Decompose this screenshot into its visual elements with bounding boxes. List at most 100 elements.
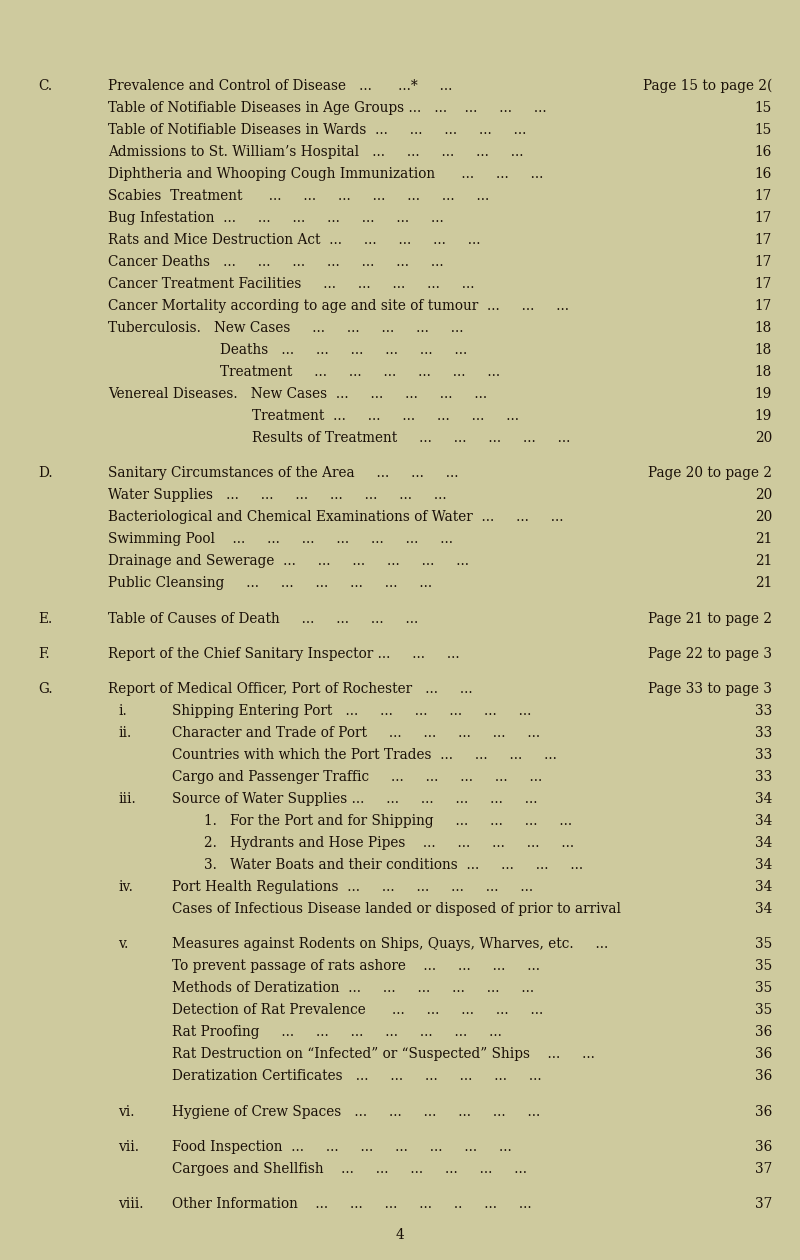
Text: F.: F.	[38, 646, 50, 660]
Text: 36: 36	[754, 1026, 772, 1039]
Text: ii.: ii.	[118, 726, 132, 740]
Text: 15: 15	[754, 123, 772, 137]
Text: C.: C.	[38, 79, 53, 93]
Text: Page 33 to page 3: Page 33 to page 3	[648, 682, 772, 696]
Text: Rat Destruction on “Infected” or “Suspected” Ships    ...     ...: Rat Destruction on “Infected” or “Suspec…	[172, 1047, 595, 1061]
Text: 20: 20	[754, 431, 772, 445]
Text: Page 22 to page 3: Page 22 to page 3	[648, 646, 772, 660]
Text: 35: 35	[754, 937, 772, 951]
Text: 18: 18	[754, 343, 772, 357]
Text: Tuberculosis.   New Cases     ...     ...     ...     ...     ...: Tuberculosis. New Cases ... ... ... ... …	[108, 321, 463, 335]
Text: Food Inspection  ...     ...     ...     ...     ...     ...     ...: Food Inspection ... ... ... ... ... ... …	[172, 1140, 512, 1154]
Text: Table of Notifiable Diseases in Wards  ...     ...     ...     ...     ...: Table of Notifiable Diseases in Wards ..…	[108, 123, 526, 137]
Text: 15: 15	[754, 101, 772, 115]
Text: 20: 20	[754, 489, 772, 503]
Text: 36: 36	[754, 1105, 772, 1119]
Text: v.: v.	[118, 937, 129, 951]
Text: 17: 17	[754, 233, 772, 247]
Text: To prevent passage of rats ashore    ...     ...     ...     ...: To prevent passage of rats ashore ... ..…	[172, 959, 540, 973]
Text: Results of Treatment     ...     ...     ...     ...     ...: Results of Treatment ... ... ... ... ...	[252, 431, 570, 445]
Text: Public Cleansing     ...     ...     ...     ...     ...     ...: Public Cleansing ... ... ... ... ... ...	[108, 576, 432, 591]
Text: 34: 34	[754, 902, 772, 916]
Text: 21: 21	[754, 533, 772, 547]
Text: Treatment     ...     ...     ...     ...     ...     ...: Treatment ... ... ... ... ... ...	[220, 365, 500, 379]
Text: 4: 4	[396, 1228, 404, 1242]
Text: 36: 36	[754, 1047, 772, 1061]
Text: 19: 19	[754, 387, 772, 401]
Text: vii.: vii.	[118, 1140, 139, 1154]
Text: Character and Trade of Port     ...     ...     ...     ...     ...: Character and Trade of Port ... ... ... …	[172, 726, 540, 740]
Text: D.: D.	[38, 466, 53, 480]
Text: Drainage and Sewerage  ...     ...     ...     ...     ...     ...: Drainage and Sewerage ... ... ... ... ..…	[108, 554, 469, 568]
Text: Bug Infestation  ...     ...     ...     ...     ...     ...     ...: Bug Infestation ... ... ... ... ... ... …	[108, 212, 444, 226]
Text: 17: 17	[754, 189, 772, 203]
Text: 36: 36	[754, 1140, 772, 1154]
Text: Other Information    ...     ...     ...     ...     ..     ...     ...: Other Information ... ... ... ... .. ...…	[172, 1197, 532, 1211]
Text: 34: 34	[754, 858, 772, 872]
Text: Cases of Infectious Disease landed or disposed of prior to arrival: Cases of Infectious Disease landed or di…	[172, 902, 621, 916]
Text: 35: 35	[754, 959, 772, 973]
Text: Shipping Entering Port   ...     ...     ...     ...     ...     ...: Shipping Entering Port ... ... ... ... .…	[172, 704, 531, 718]
Text: 2.   Hydrants and Hose Pipes    ...     ...     ...     ...     ...: 2. Hydrants and Hose Pipes ... ... ... .…	[204, 837, 574, 851]
Text: 16: 16	[754, 145, 772, 159]
Text: 35: 35	[754, 982, 772, 995]
Text: 18: 18	[754, 321, 772, 335]
Text: i.: i.	[118, 704, 127, 718]
Text: Source of Water Supplies ...     ...     ...     ...     ...     ...: Source of Water Supplies ... ... ... ...…	[172, 793, 538, 806]
Text: Page 20 to page 2: Page 20 to page 2	[648, 466, 772, 480]
Text: 17: 17	[754, 212, 772, 226]
Text: iv.: iv.	[118, 879, 134, 895]
Text: Cancer Treatment Facilities     ...     ...     ...     ...     ...: Cancer Treatment Facilities ... ... ... …	[108, 277, 474, 291]
Text: Deaths   ...     ...     ...     ...     ...     ...: Deaths ... ... ... ... ... ...	[220, 343, 467, 357]
Text: Venereal Diseases.   New Cases  ...     ...     ...     ...     ...: Venereal Diseases. New Cases ... ... ...…	[108, 387, 487, 401]
Text: Countries with which the Port Trades  ...     ...     ...     ...: Countries with which the Port Trades ...…	[172, 748, 557, 762]
Text: 17: 17	[754, 255, 772, 270]
Text: Rat Proofing     ...     ...     ...     ...     ...     ...     ...: Rat Proofing ... ... ... ... ... ... ...	[172, 1026, 502, 1039]
Text: E.: E.	[38, 611, 53, 626]
Text: iii.: iii.	[118, 793, 136, 806]
Text: Hygiene of Crew Spaces   ...     ...     ...     ...     ...     ...: Hygiene of Crew Spaces ... ... ... ... .…	[172, 1105, 540, 1119]
Text: Prevalence and Control of Disease   ...      ...*     ...: Prevalence and Control of Disease ... ..…	[108, 79, 452, 93]
Text: Detection of Rat Prevalence      ...     ...     ...     ...     ...: Detection of Rat Prevalence ... ... ... …	[172, 1003, 543, 1017]
Text: Report of Medical Officer, Port of Rochester   ...     ...: Report of Medical Officer, Port of Roche…	[108, 682, 473, 696]
Text: Diphtheria and Whooping Cough Immunization      ...     ...     ...: Diphtheria and Whooping Cough Immunizati…	[108, 168, 543, 181]
Text: Scabies  Treatment      ...     ...     ...     ...     ...     ...     ...: Scabies Treatment ... ... ... ... ... ..…	[108, 189, 490, 203]
Text: vi.: vi.	[118, 1105, 135, 1119]
Text: 34: 34	[754, 837, 772, 851]
Text: 20: 20	[754, 510, 772, 524]
Text: 3.   Water Boats and their conditions  ...     ...     ...     ...: 3. Water Boats and their conditions ... …	[204, 858, 583, 872]
Text: viii.: viii.	[118, 1197, 144, 1211]
Text: 37: 37	[754, 1197, 772, 1211]
Text: Sanitary Circumstances of the Area     ...     ...     ...: Sanitary Circumstances of the Area ... .…	[108, 466, 458, 480]
Text: Water Supplies   ...     ...     ...     ...     ...     ...     ...: Water Supplies ... ... ... ... ... ... .…	[108, 489, 446, 503]
Text: Cancer Deaths   ...     ...     ...     ...     ...     ...     ...: Cancer Deaths ... ... ... ... ... ... ..…	[108, 255, 444, 270]
Text: Cancer Mortality according to age and site of tumour  ...     ...     ...: Cancer Mortality according to age and si…	[108, 299, 569, 312]
Text: 1.   For the Port and for Shipping     ...     ...     ...     ...: 1. For the Port and for Shipping ... ...…	[204, 814, 572, 828]
Text: 33: 33	[754, 748, 772, 762]
Text: 37: 37	[754, 1162, 772, 1176]
Text: 21: 21	[754, 576, 772, 591]
Text: 36: 36	[754, 1070, 772, 1084]
Text: Deratization Certificates   ...     ...     ...     ...     ...     ...: Deratization Certificates ... ... ... ..…	[172, 1070, 542, 1084]
Text: Cargo and Passenger Traffic     ...     ...     ...     ...     ...: Cargo and Passenger Traffic ... ... ... …	[172, 770, 542, 784]
Text: Bacteriological and Chemical Examinations of Water  ...     ...     ...: Bacteriological and Chemical Examination…	[108, 510, 563, 524]
Text: 35: 35	[754, 1003, 772, 1017]
Text: Table of Notifiable Diseases in Age Groups ...   ...    ...     ...     ...: Table of Notifiable Diseases in Age Grou…	[108, 101, 546, 115]
Text: Report of the Chief Sanitary Inspector ...     ...     ...: Report of the Chief Sanitary Inspector .…	[108, 646, 460, 660]
Text: 34: 34	[754, 879, 772, 895]
Text: 17: 17	[754, 277, 772, 291]
Text: Table of Causes of Death     ...     ...     ...     ...: Table of Causes of Death ... ... ... ...	[108, 611, 418, 626]
Text: Page 21 to page 2: Page 21 to page 2	[648, 611, 772, 626]
Text: 34: 34	[754, 814, 772, 828]
Text: Treatment  ...     ...     ...     ...     ...     ...: Treatment ... ... ... ... ... ...	[252, 410, 519, 423]
Text: Cargoes and Shellfish    ...     ...     ...     ...     ...     ...: Cargoes and Shellfish ... ... ... ... ..…	[172, 1162, 527, 1176]
Text: 17: 17	[754, 299, 772, 312]
Text: Port Health Regulations  ...     ...     ...     ...     ...     ...: Port Health Regulations ... ... ... ... …	[172, 879, 533, 895]
Text: 33: 33	[754, 726, 772, 740]
Text: Swimming Pool    ...     ...     ...     ...     ...     ...     ...: Swimming Pool ... ... ... ... ... ... ..…	[108, 533, 453, 547]
Text: Admissions to St. William’s Hospital   ...     ...     ...     ...     ...: Admissions to St. William’s Hospital ...…	[108, 145, 523, 159]
Text: Rats and Mice Destruction Act  ...     ...     ...     ...     ...: Rats and Mice Destruction Act ... ... ..…	[108, 233, 481, 247]
Text: 19: 19	[754, 410, 772, 423]
Text: 21: 21	[754, 554, 772, 568]
Text: 18: 18	[754, 365, 772, 379]
